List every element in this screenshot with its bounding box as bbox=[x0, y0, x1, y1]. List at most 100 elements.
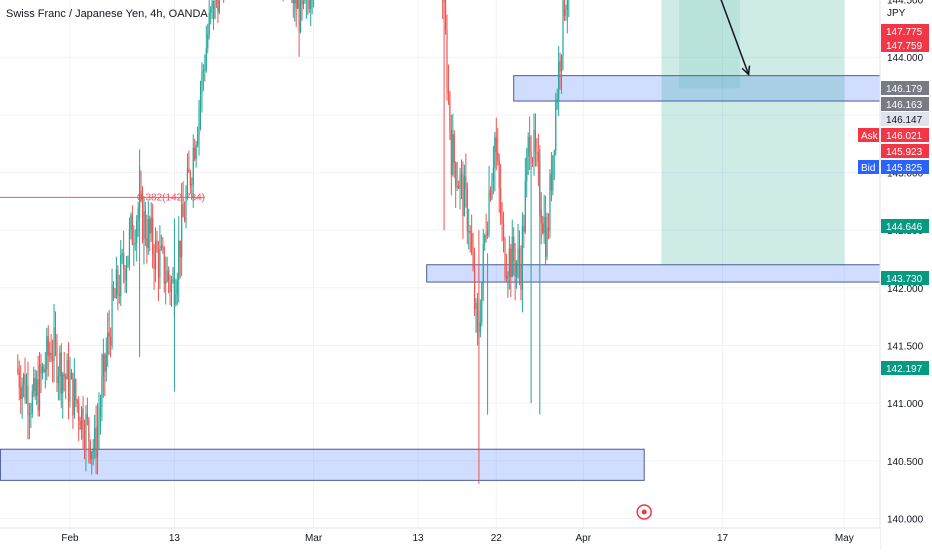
candle-body bbox=[548, 228, 549, 231]
candle-body bbox=[551, 174, 552, 191]
candle-body bbox=[299, 0, 300, 32]
candle-body bbox=[310, 0, 311, 9]
candle-body bbox=[461, 174, 462, 175]
candle-body bbox=[499, 159, 500, 188]
candle-body bbox=[133, 244, 134, 245]
candle-body bbox=[158, 250, 159, 277]
candle-body bbox=[27, 386, 28, 415]
candle-body bbox=[555, 102, 556, 150]
candle-body bbox=[213, 1, 214, 19]
candle-body bbox=[159, 249, 160, 278]
candle-body bbox=[109, 332, 110, 336]
candle-body bbox=[180, 241, 181, 258]
candle-body bbox=[30, 413, 31, 414]
sr-zone-3[interactable] bbox=[427, 265, 932, 282]
candle-body bbox=[297, 0, 298, 9]
candle-body bbox=[167, 270, 168, 281]
candle-body bbox=[554, 150, 555, 155]
candle-body bbox=[217, 0, 218, 12]
candle-body bbox=[196, 145, 197, 159]
bid-tag-label: Bid bbox=[861, 163, 875, 174]
candle-body bbox=[116, 270, 117, 298]
candle-body bbox=[148, 219, 149, 248]
candle-body bbox=[36, 379, 37, 396]
candle-body bbox=[529, 137, 530, 152]
short-position-tool[interactable] bbox=[662, 0, 845, 265]
candle-body bbox=[526, 157, 527, 181]
time-tick-label: May bbox=[835, 533, 854, 544]
time-tick-label: 17 bbox=[717, 533, 729, 544]
candle-body bbox=[45, 369, 46, 372]
candle-body bbox=[296, 0, 297, 9]
candle-body bbox=[187, 168, 188, 194]
candle-body bbox=[494, 137, 495, 167]
price-tick-label: 144.000 bbox=[887, 53, 924, 64]
time-axis-bg bbox=[0, 528, 880, 550]
price-label-text-2: 146.179 bbox=[886, 84, 923, 95]
candle-body bbox=[38, 379, 39, 410]
candle-body bbox=[523, 226, 524, 232]
candle-body bbox=[206, 48, 207, 70]
candle-body bbox=[515, 261, 516, 277]
candle-body bbox=[129, 229, 130, 256]
candle-body bbox=[546, 228, 547, 257]
candle-body bbox=[106, 354, 107, 371]
price-tick-label: 140.500 bbox=[887, 457, 924, 468]
price-label-text-8: 144.646 bbox=[886, 222, 923, 233]
candle-body bbox=[119, 294, 120, 296]
candle-body bbox=[535, 130, 536, 152]
candle-body bbox=[509, 249, 510, 277]
candle-body bbox=[85, 414, 86, 448]
candle-body bbox=[161, 246, 162, 249]
candle-body bbox=[90, 441, 91, 459]
time-axis[interactable]: Feb13Mar1322Apr17May1512:0 bbox=[0, 528, 932, 550]
candle-body bbox=[67, 360, 68, 379]
price-label-text-9: 143.730 bbox=[886, 274, 923, 285]
fib-label-1: 0.5(144.538) bbox=[148, 0, 205, 1]
candle-body bbox=[538, 152, 539, 161]
candle-body bbox=[64, 374, 65, 376]
candle-body bbox=[536, 152, 537, 153]
candle-body bbox=[567, 0, 568, 9]
price-label-text-4: 146.147 bbox=[886, 115, 923, 126]
candle-body bbox=[142, 192, 143, 240]
candle-body bbox=[117, 270, 118, 294]
candle-body bbox=[470, 231, 471, 233]
candle-body bbox=[309, 0, 310, 9]
candle-body bbox=[65, 377, 66, 380]
candle-body bbox=[200, 94, 201, 108]
candle-body bbox=[87, 414, 88, 419]
candle-body bbox=[490, 191, 491, 199]
candle-body bbox=[464, 176, 465, 216]
candle-body bbox=[51, 353, 52, 359]
candle-body bbox=[188, 168, 189, 172]
candle-body bbox=[542, 224, 543, 234]
candle-body bbox=[465, 176, 466, 188]
candle-body bbox=[154, 254, 155, 269]
time-tick-label: 13 bbox=[169, 533, 181, 544]
candle-body bbox=[156, 241, 157, 251]
candle-body bbox=[488, 191, 489, 231]
candle-body bbox=[532, 160, 533, 161]
candle-body bbox=[68, 360, 69, 402]
candle-body bbox=[26, 386, 27, 400]
candle-body bbox=[197, 135, 198, 145]
candle-body bbox=[143, 211, 144, 240]
candle-body bbox=[471, 233, 472, 253]
chart-title: Swiss Franc / Japanese Yen, 4h, OANDA bbox=[6, 8, 208, 20]
candle-body bbox=[168, 270, 169, 281]
candle-body bbox=[560, 62, 561, 72]
candle-body bbox=[17, 369, 18, 372]
candle-body bbox=[445, 0, 446, 29]
time-tick-label: Mar bbox=[305, 533, 323, 544]
candle-body bbox=[207, 34, 208, 47]
candle-body bbox=[185, 195, 186, 221]
candle-body bbox=[300, 0, 301, 32]
candle-body bbox=[29, 414, 30, 415]
candle-body bbox=[33, 378, 34, 391]
candle-body bbox=[55, 328, 56, 343]
candle-body bbox=[473, 253, 474, 268]
partial-target-zone[interactable] bbox=[679, 0, 740, 88]
